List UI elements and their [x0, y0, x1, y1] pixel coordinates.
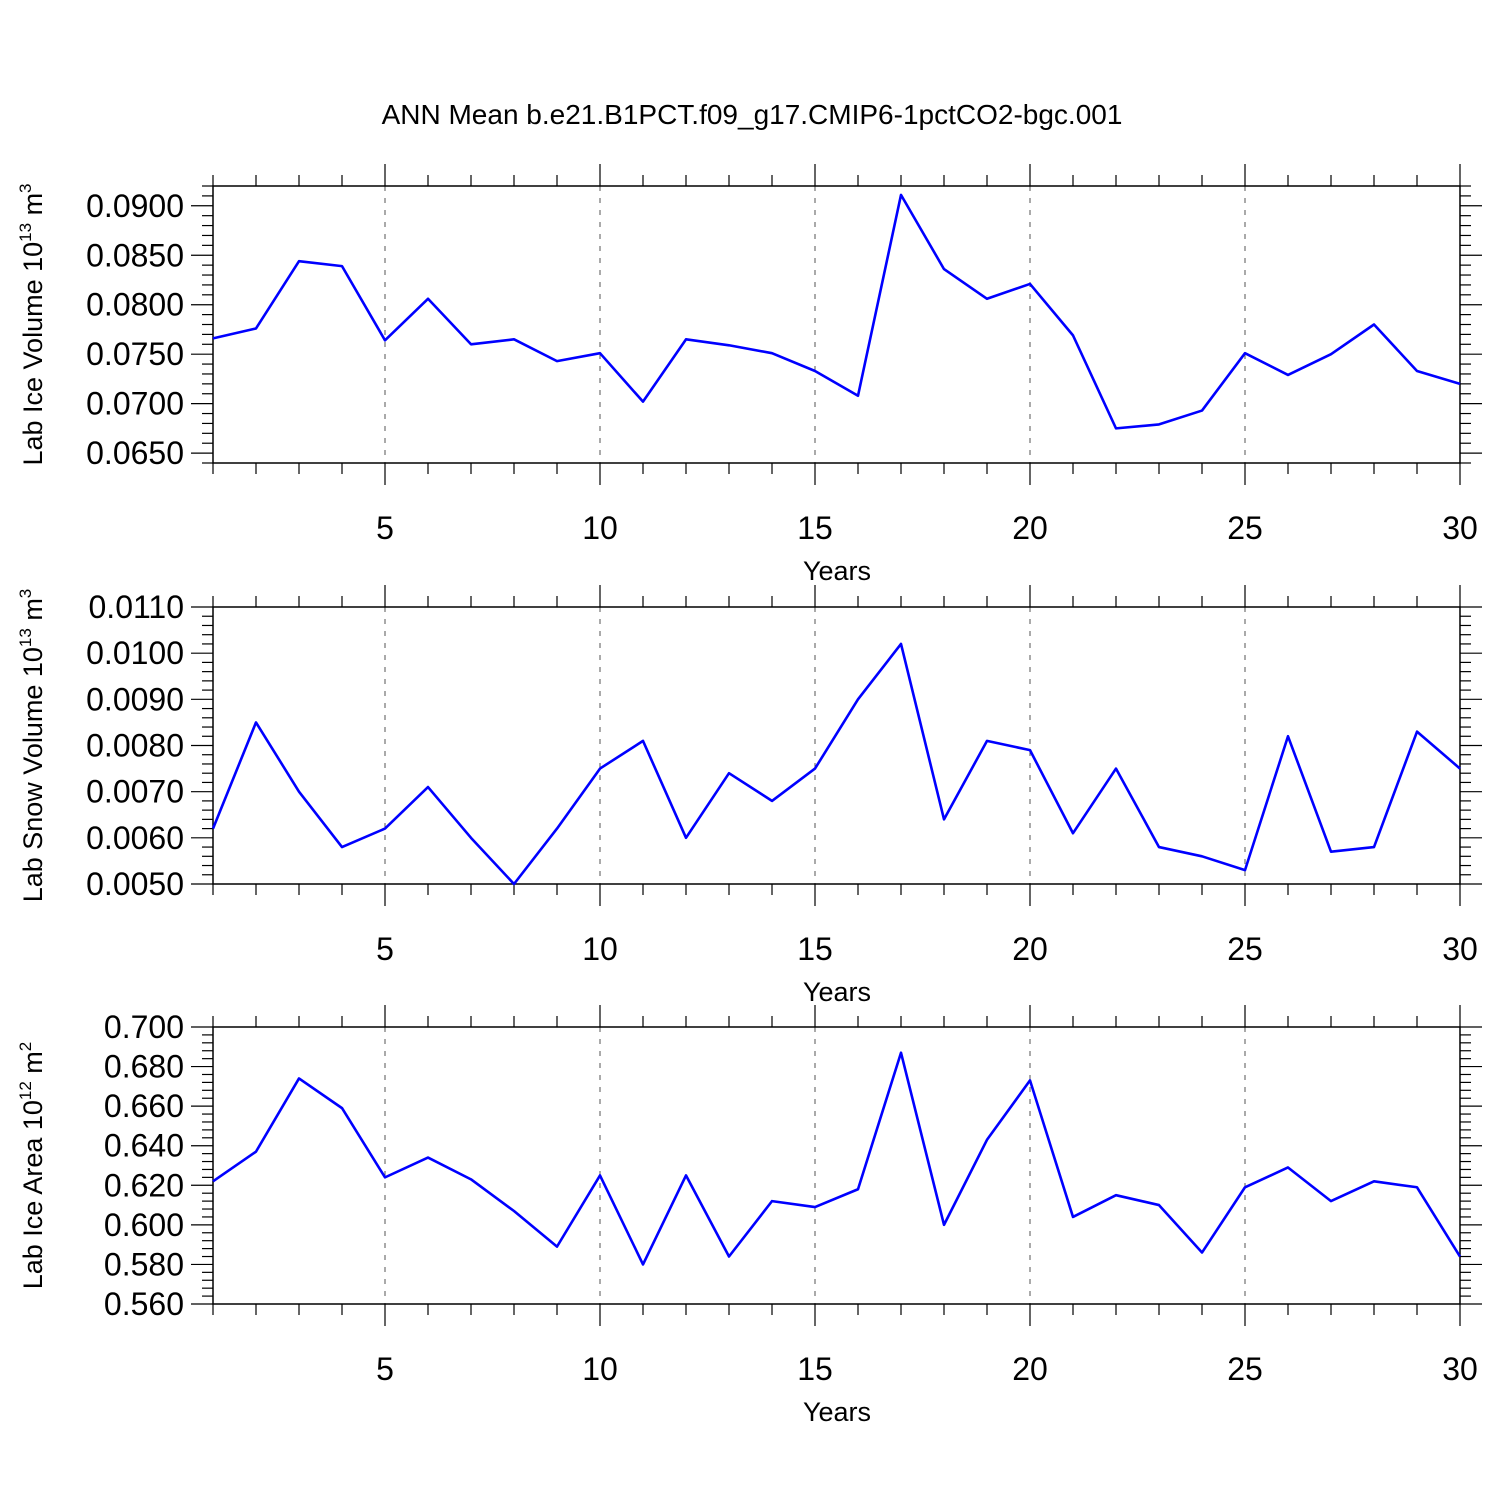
y-tick-label: 0.660: [104, 1088, 184, 1124]
x-tick-label: 30: [1442, 510, 1478, 546]
x-tick-label: 20: [1012, 1351, 1048, 1387]
y-axis-label-unit-exponent: 3: [16, 183, 35, 192]
x-tick-label: 25: [1227, 931, 1263, 967]
x-tick-label: 5: [376, 931, 394, 967]
y-tick-label: 0.0700: [86, 386, 184, 422]
y-axis-label-unit-exponent: 3: [16, 589, 35, 598]
y-tick-label: 0.580: [104, 1246, 184, 1282]
x-axis-label: Years: [803, 556, 871, 586]
x-tick-label: 10: [582, 1351, 618, 1387]
y-tick-label: 0.680: [104, 1049, 184, 1085]
x-tick-label: 25: [1227, 510, 1263, 546]
y-tick-label: 0.0090: [86, 681, 184, 717]
series-line-1: [212, 1051, 1462, 1266]
x-tick-label: 30: [1442, 1351, 1478, 1387]
y-axis-label: Lab Ice Volume 1013 m3: [16, 183, 48, 465]
x-tick-label: 30: [1442, 931, 1478, 967]
figure-title: ANN Mean b.e21.B1PCT.f09_g17.CMIP6-1pctC…: [382, 99, 1123, 130]
x-tick-label: 10: [582, 931, 618, 967]
y-axis-label-main: Lab Snow Volume 10: [18, 647, 48, 902]
x-tick-label: 15: [797, 510, 833, 546]
x-tick-label: 15: [797, 931, 833, 967]
y-axis-label-unit: m: [18, 598, 48, 628]
y-tick-label: 0.0650: [86, 435, 184, 471]
series-line-1: [212, 193, 1461, 430]
panel-1: 0.0650 0.0700 0.0750 0.0800 0.0850 0.0900 5 10 1…: [16, 164, 1482, 586]
x-tick-label: 5: [376, 1351, 394, 1387]
y-tick-label: 0.620: [104, 1167, 184, 1203]
y-axis-label-unit-exponent: 2: [16, 1042, 35, 1051]
y-tick-label: 0.560: [104, 1286, 184, 1322]
y-tick-label: 0.0070: [86, 774, 184, 810]
x-axis-label: Years: [803, 1397, 871, 1427]
y-axis-label-exponent: 13: [16, 628, 35, 647]
y-tick-label: 0.0100: [86, 635, 184, 671]
y-tick-label: 0.0080: [86, 728, 184, 764]
plot-frame: [212, 1026, 1461, 1305]
y-tick-label: 0.0060: [86, 820, 184, 856]
y-tick-label: 0.0900: [86, 188, 184, 224]
plot-frame: [212, 185, 1461, 464]
y-axis-label: Lab Ice Area 1012 m2: [16, 1042, 48, 1290]
y-tick-label: 0.600: [104, 1207, 184, 1243]
y-tick-label: 0.0750: [86, 336, 184, 372]
x-tick-label: 10: [582, 510, 618, 546]
y-axis-label-main: Lab Ice Area 10: [18, 1100, 48, 1289]
y-axis-label: Lab Snow Volume 1013 m3: [16, 589, 48, 903]
series-line-1: [211, 642, 1461, 886]
y-tick-label: 0.0050: [86, 866, 184, 902]
y-tick-label: 0.640: [104, 1128, 184, 1164]
y-tick-label: 0.0800: [86, 287, 184, 323]
x-tick-label: 20: [1012, 510, 1048, 546]
y-tick-label: 0.700: [104, 1009, 184, 1045]
panels: 0.0650 0.0700 0.0750 0.0800 0.0850 0.0900 5 10 1…: [16, 164, 1482, 1427]
y-axis-label-unit: m: [18, 193, 48, 223]
y-axis-label-exponent: 13: [16, 223, 35, 242]
y-tick-label: 0.0850: [86, 237, 184, 273]
x-tick-label: 5: [376, 510, 394, 546]
panel-2: 0.0050 0.0060 0.0070 0.0080 0.0090 0.0100 0.01…: [16, 585, 1482, 1007]
y-axis-label-unit: m: [18, 1051, 48, 1081]
x-tick-label: 25: [1227, 1351, 1263, 1387]
x-axis-label: Years: [803, 977, 871, 1007]
y-axis-label-main: Lab Ice Volume 10: [18, 242, 48, 466]
y-axis-label-exponent: 12: [16, 1081, 35, 1100]
x-tick-label: 15: [797, 1351, 833, 1387]
plot-frame: [212, 606, 1461, 885]
x-tick-label: 20: [1012, 931, 1048, 967]
y-tick-label: 0.0110: [89, 589, 185, 625]
